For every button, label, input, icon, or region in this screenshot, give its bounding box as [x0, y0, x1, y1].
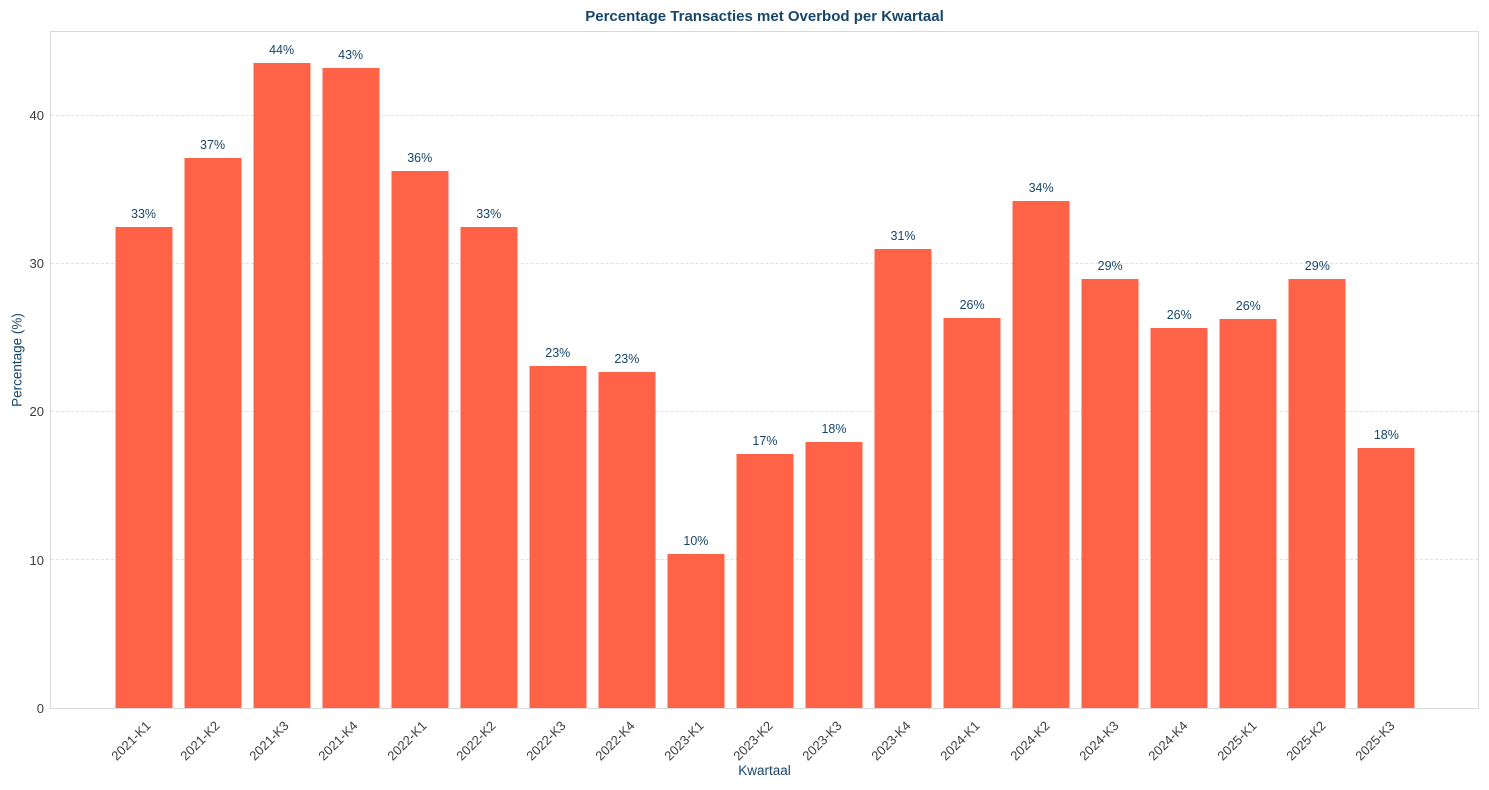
x-tick-label: 2024-K4 [1145, 718, 1191, 764]
bar-value-label: 23% [545, 346, 571, 361]
x-tick-label: 2021-K2 [176, 718, 223, 764]
x-tick-label: 2022-K2 [453, 718, 499, 764]
bar-slot: 17% [730, 32, 799, 708]
bar-value-label: 26% [1166, 307, 1192, 322]
bar-value-label: 17% [752, 433, 778, 448]
bar-slot: 23% [523, 32, 592, 708]
bar [1357, 447, 1415, 708]
bar-value-label: 29% [1097, 259, 1123, 274]
bars-container: 33% 37% 44% 43% 36% 33% 23% 23% 10% 17% 18% 31% 26% 3… [109, 32, 1421, 708]
bar-slot: 33% [109, 32, 178, 708]
x-tick-label: 2022-K1 [384, 718, 430, 764]
bar [1081, 279, 1139, 708]
bar-value-label: 36% [407, 151, 433, 166]
bar [943, 317, 1001, 708]
bar [322, 67, 380, 708]
bar-value-label: 10% [683, 534, 709, 549]
bar-value-label: 23% [614, 352, 640, 367]
bar [874, 249, 932, 708]
x-tick-label: 2021-K1 [107, 718, 154, 764]
bar-slot: 26% [1214, 32, 1283, 708]
bar-slot: 36% [385, 32, 454, 708]
bar [1288, 279, 1346, 708]
x-axis-ticks: 2021-K1 2021-K2 2021-K3 2021-K4 2022-K1 2022-… [50, 710, 1479, 768]
x-tick-label: 2024-K2 [1006, 718, 1053, 764]
x-axis-label: Kwartaal [738, 763, 791, 778]
bar-slot: 29% [1283, 32, 1352, 708]
y-tick-label: 20 [29, 404, 44, 420]
bar-slot: 23% [592, 32, 661, 708]
x-tick-label: 2023-K4 [868, 718, 914, 764]
x-tick-label: 2025-K2 [1283, 718, 1329, 764]
bar-slot: 33% [454, 32, 523, 708]
bar-value-label: 37% [200, 137, 226, 152]
y-tick-label: 0 [36, 701, 44, 716]
bar-value-label: 33% [476, 207, 502, 222]
x-tick-label: 2024-K1 [937, 718, 984, 764]
gridline [51, 115, 1478, 117]
x-tick-label: 2021-K3 [246, 718, 292, 764]
bar-value-label: 44% [269, 43, 295, 58]
chart-title: Percentage Transacties met Overbod per K… [585, 8, 944, 25]
bar [805, 441, 863, 708]
bar-slot: 29% [1076, 32, 1145, 708]
bar [529, 366, 587, 708]
bar-slot: 10% [661, 32, 730, 708]
bar [253, 63, 311, 708]
gridline [51, 263, 1478, 265]
bar-slot: 44% [247, 32, 316, 708]
bar [391, 171, 449, 708]
bar-slot: 26% [938, 32, 1007, 708]
y-axis-ticks: 0 10 20 30 40 [0, 31, 44, 716]
bar-value-label: 26% [1235, 298, 1261, 313]
y-tick-label: 30 [29, 255, 44, 271]
bar-slot: 43% [316, 32, 385, 708]
x-tick-label: 2023-K3 [799, 718, 845, 764]
x-tick-label: 2021-K4 [315, 718, 361, 764]
x-tick-label: 2023-K1 [661, 718, 707, 764]
bar-value-label: 18% [821, 421, 847, 436]
bar-slot: 31% [869, 32, 938, 708]
bar [736, 453, 794, 708]
bar-slot: 37% [178, 32, 247, 708]
bar-value-label: 26% [959, 297, 985, 312]
bar [1012, 200, 1070, 708]
y-axis-label: Percentage (%) [9, 313, 25, 407]
bar [667, 554, 725, 708]
bar-value-label: 34% [1028, 180, 1054, 195]
bar [1150, 327, 1208, 708]
bar-slot: 18% [799, 32, 868, 708]
bar-value-label: 43% [338, 47, 364, 62]
bar-slot: 34% [1007, 32, 1076, 708]
bar-slot: 26% [1145, 32, 1214, 708]
y-tick-label: 10 [29, 552, 44, 568]
plot-area: 33% 37% 44% 43% 36% 33% 23% 23% 10% 17% 18% 31% 26% 3… [50, 31, 1479, 709]
x-tick-label: 2022-K3 [522, 718, 569, 764]
bar [115, 227, 173, 708]
bar [598, 372, 656, 708]
gridline [51, 411, 1478, 413]
x-tick-label: 2023-K2 [730, 718, 776, 764]
bar-slot: 18% [1352, 32, 1421, 708]
bar-value-label: 31% [890, 229, 916, 244]
bar [1219, 318, 1277, 708]
x-tick-label: 2024-K3 [1076, 718, 1122, 764]
y-tick-label: 40 [29, 107, 44, 123]
x-tick-label: 2025-K3 [1352, 718, 1399, 764]
bar-value-label: 29% [1304, 259, 1330, 274]
bar-value-label: 33% [131, 207, 157, 222]
bar [184, 157, 242, 708]
bar [460, 227, 518, 708]
bar-value-label: 18% [1373, 427, 1399, 442]
x-tick-label: 2022-K4 [591, 718, 638, 764]
x-tick-label: 2025-K1 [1214, 718, 1260, 764]
